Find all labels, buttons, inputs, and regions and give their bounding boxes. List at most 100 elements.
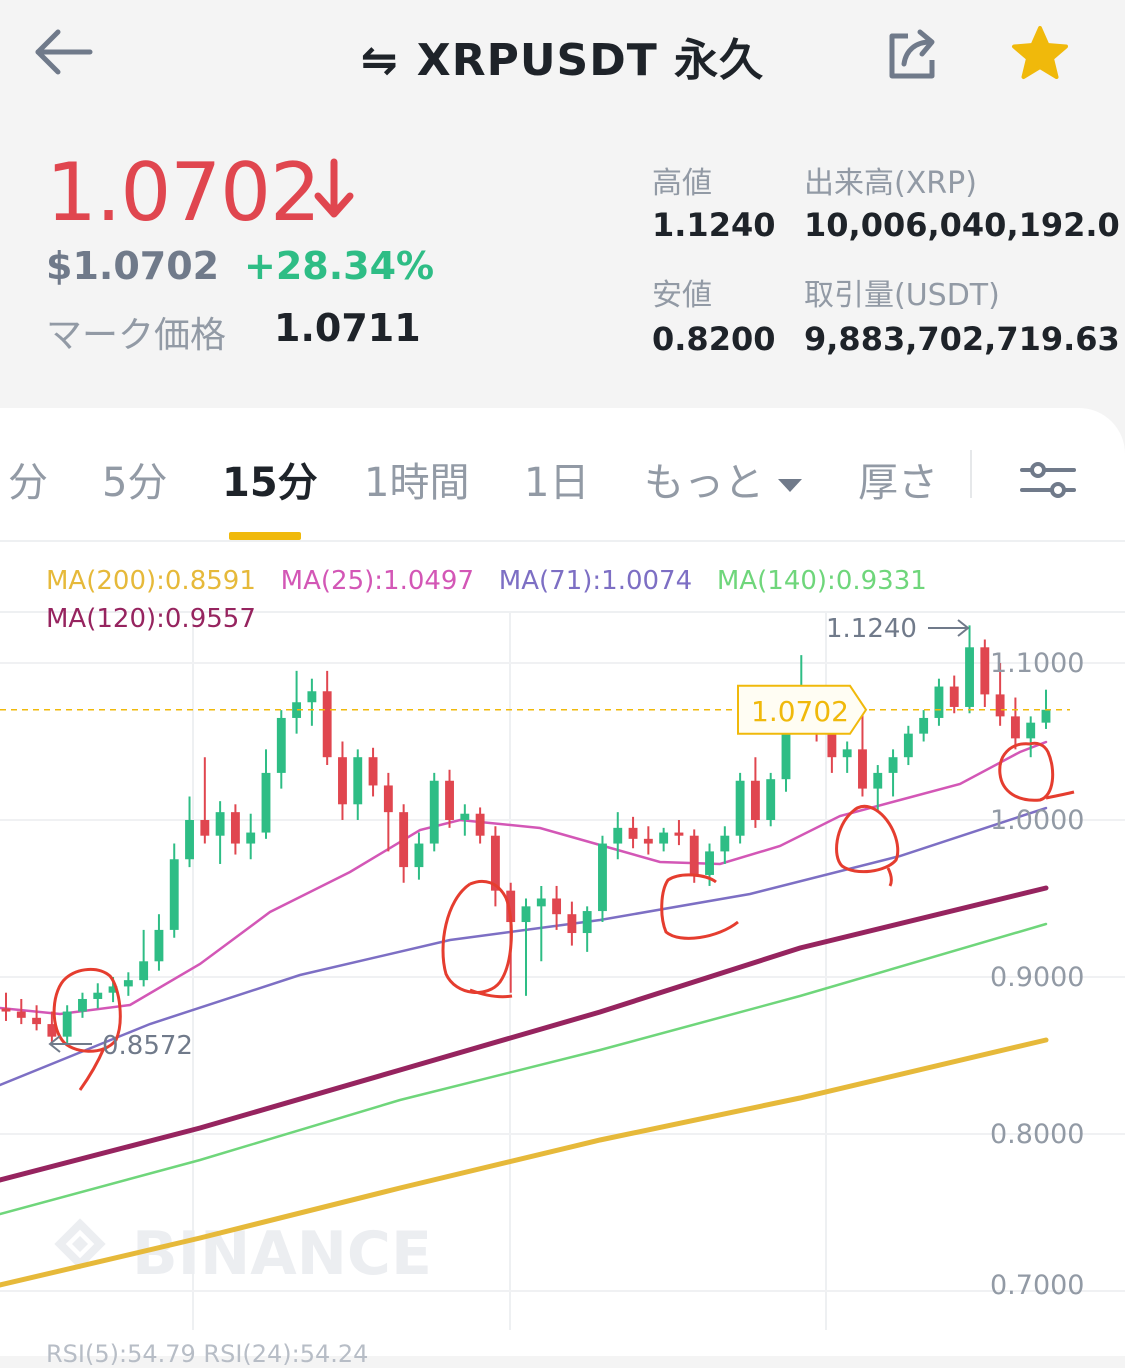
candle bbox=[965, 625, 974, 714]
low-label: 安値 bbox=[652, 278, 712, 313]
mark-price-value: 1.0711 bbox=[274, 306, 421, 350]
candle bbox=[292, 670, 302, 734]
mark-price-label: マーク価格 bbox=[46, 315, 227, 356]
tab-5m[interactable]: 5分 bbox=[102, 460, 168, 506]
volume-base-value: 10,006,040,192.0 bbox=[804, 206, 1120, 244]
tab-15m[interactable]: 15分 bbox=[222, 460, 318, 506]
high-price-marker: 1.1240 bbox=[826, 614, 970, 644]
candle bbox=[980, 639, 990, 707]
volume-base-label: 出来高(XRP) bbox=[804, 166, 977, 201]
ma140-line bbox=[0, 922, 1048, 1216]
change-percent: +28.34% bbox=[244, 244, 435, 288]
caret-down-icon bbox=[778, 478, 802, 492]
candle bbox=[399, 804, 409, 883]
candle bbox=[429, 772, 439, 852]
y-tick-label: 0.8000 bbox=[990, 1119, 1085, 1150]
binance-watermark: BINANCE bbox=[54, 1218, 432, 1289]
candle bbox=[322, 670, 332, 766]
tab-1d[interactable]: 1日 bbox=[524, 460, 590, 506]
ma200-value: MA(200):0.8591 bbox=[46, 566, 256, 596]
symbol-title: XRPUSDT 永久 bbox=[416, 35, 765, 86]
candle bbox=[750, 757, 760, 828]
candle bbox=[735, 772, 745, 844]
candle bbox=[643, 826, 653, 855]
candle bbox=[383, 772, 393, 852]
candle bbox=[246, 813, 256, 860]
tab-minute[interactable]: 分 bbox=[8, 460, 48, 506]
page-title[interactable]: ⇋ XRPUSDT 永久 bbox=[0, 24, 1125, 88]
candle bbox=[230, 804, 240, 855]
ma200-line bbox=[0, 1037, 1049, 1288]
interval-tabs: 分 5分 15分 1時間 1日 もっと 厚さ bbox=[0, 408, 1125, 540]
candle bbox=[169, 843, 179, 938]
usd-price: $1.0702 bbox=[46, 244, 220, 288]
share-icon bbox=[889, 29, 935, 79]
high-value: 1.1240 bbox=[652, 206, 776, 244]
candle bbox=[842, 741, 852, 773]
candle bbox=[16, 998, 26, 1025]
candle bbox=[276, 710, 286, 789]
candle bbox=[582, 906, 592, 952]
svg-text:0.8572: 0.8572 bbox=[102, 1031, 193, 1061]
candle bbox=[490, 826, 500, 907]
candle bbox=[659, 827, 669, 852]
ma120-line bbox=[0, 885, 1049, 1183]
y-tick-label: 1.1000 bbox=[990, 648, 1085, 679]
candle bbox=[460, 804, 470, 836]
candle bbox=[1026, 716, 1036, 758]
candle bbox=[903, 725, 913, 766]
candle bbox=[154, 914, 164, 971]
ma-legend-row-2: MA(120):0.9557 bbox=[46, 604, 256, 634]
candle bbox=[934, 678, 944, 726]
low-value: 0.8200 bbox=[652, 320, 776, 358]
candle bbox=[919, 710, 929, 742]
ma25-line bbox=[0, 740, 1048, 1016]
candle bbox=[353, 749, 363, 820]
active-tab-indicator bbox=[229, 532, 301, 540]
tab-more[interactable]: もっと bbox=[644, 450, 802, 508]
ma140-value: MA(140):0.9331 bbox=[716, 566, 927, 596]
y-tick-label: 0.7000 bbox=[990, 1270, 1085, 1301]
candle bbox=[47, 1011, 57, 1045]
down-arrow-icon bbox=[314, 158, 354, 218]
candle bbox=[628, 816, 638, 849]
candle bbox=[62, 1005, 72, 1043]
y-tick-label: 1.0000 bbox=[990, 805, 1085, 836]
candle bbox=[888, 749, 898, 797]
tab-depth[interactable]: 厚さ bbox=[858, 460, 938, 506]
svg-text:1.0702: 1.0702 bbox=[751, 695, 849, 728]
tab-divider bbox=[970, 450, 972, 498]
favorite-button[interactable] bbox=[1008, 22, 1072, 86]
share-button[interactable] bbox=[884, 24, 944, 84]
back-button[interactable] bbox=[30, 22, 100, 82]
candle bbox=[674, 820, 684, 846]
star-icon bbox=[1012, 26, 1068, 79]
candle bbox=[32, 1005, 42, 1031]
candle bbox=[766, 772, 776, 827]
candle bbox=[200, 757, 210, 844]
candle bbox=[139, 929, 149, 987]
candlestick-chart[interactable]: BINANCE 1.0702 1.1240 0.8572 bbox=[0, 540, 1125, 1356]
watermark-text: BINANCE bbox=[132, 1219, 432, 1289]
candle bbox=[123, 972, 133, 996]
candle bbox=[598, 835, 607, 923]
candle bbox=[261, 749, 271, 839]
candle bbox=[949, 675, 959, 714]
ma120-value: MA(120):0.9557 bbox=[46, 604, 256, 634]
candle bbox=[185, 796, 194, 868]
arrow-left-icon bbox=[35, 29, 93, 75]
ma-legend-row-1: MA(200):0.8591 MA(25):1.0497 MA(71):1.00… bbox=[46, 566, 927, 596]
candle bbox=[1010, 697, 1020, 750]
candle bbox=[445, 769, 454, 828]
tab-1h[interactable]: 1時間 bbox=[364, 460, 470, 506]
candle bbox=[307, 678, 317, 726]
chart-settings-button[interactable] bbox=[1018, 458, 1078, 502]
candle bbox=[368, 747, 378, 797]
last-price: 1.0702 bbox=[46, 146, 321, 239]
current-price-tag[interactable]: 1.0702 bbox=[737, 684, 868, 735]
candle bbox=[567, 901, 577, 946]
candle bbox=[873, 765, 883, 813]
candle bbox=[215, 801, 225, 864]
candle bbox=[521, 898, 531, 996]
tab-more-label: もっと bbox=[644, 460, 764, 506]
